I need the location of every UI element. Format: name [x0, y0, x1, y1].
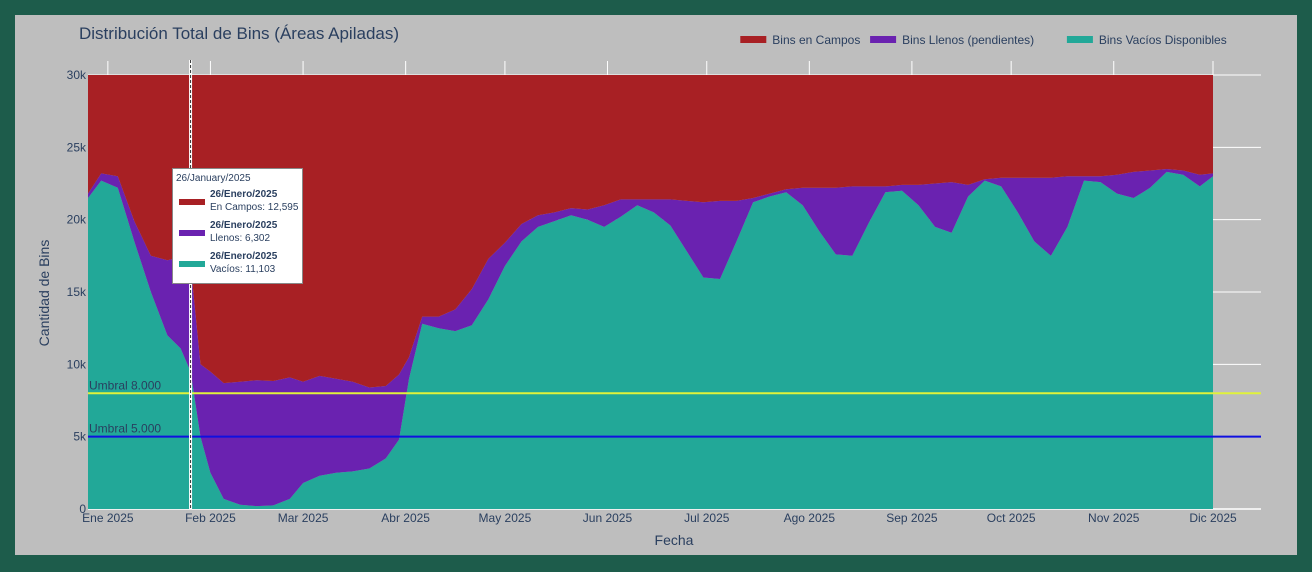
x-tick-label: Jun 2025 [583, 511, 633, 525]
legend-label-1: Bins Llenos (pendientes) [902, 33, 1034, 47]
y-tick-label: 25k [67, 140, 87, 154]
x-tick-label: Sep 2025 [886, 511, 938, 525]
x-tick-label: Oct 2025 [987, 511, 1036, 525]
threshold-label-0: Umbral 8.000 [89, 378, 161, 392]
area-series-1[interactable] [88, 169, 1213, 507]
x-tick-label: Mar 2025 [278, 511, 329, 525]
threshold-lines: Umbral 8.000 Umbral 5.000 [88, 378, 1261, 438]
x-tick-label: May 2025 [479, 511, 532, 525]
x-tick-label: Ene 2025 [82, 511, 134, 525]
chart-title: Distribución Total de Bins (Áreas Apilad… [79, 24, 399, 43]
tooltip-row-vacios: 26/Enero/2025 Vacíos: 11,103 [178, 251, 302, 279]
y-tick-label: 15k [67, 285, 87, 299]
tooltip-value-campos: En Campos: 12,595 [210, 202, 299, 213]
x-axis-ticks: Ene 2025 Feb 2025 Mar 2025 Abr 2025 May 2025… [82, 511, 1237, 525]
legend[interactable]: Bins en Campos Bins Llenos (pendientes) Bi… [740, 33, 1227, 47]
tooltip-row-campos: 26/Enero/2025 En Campos: 12,595 [178, 189, 302, 217]
y-axis-ticks: 0 5k 10k 15k 20k 25k 30k [67, 68, 87, 516]
x-tick-label: Abr 2025 [381, 511, 430, 525]
y-tick-label: 30k [67, 68, 87, 82]
stacked-area-chart[interactable]: Umbral 8.000 Umbral 5.000 0 5k 10k 15k 20k 25k… [15, 15, 1297, 555]
x-tick-label: Ago 2025 [784, 511, 836, 525]
hover-tooltip: 26/January/2025 26/Enero/2025 En Campos:… [172, 168, 303, 284]
x-tick-label: Nov 2025 [1088, 511, 1140, 525]
x-axis-title: Fecha [655, 532, 694, 548]
legend-swatch-1 [870, 36, 897, 43]
x-tick-label: Feb 2025 [185, 511, 236, 525]
y-axis-title: Cantidad de Bins [36, 240, 52, 347]
tooltip-header: 26/January/2025 [176, 173, 251, 184]
tooltip-value-llenos: Llenos: 6,302 [210, 233, 271, 244]
y-tick-label: 5k [73, 430, 87, 444]
threshold-label-1: Umbral 5.000 [89, 422, 161, 436]
area-series-0[interactable] [88, 171, 1213, 509]
y-tick-label: 0 [79, 502, 86, 516]
legend-swatch-0 [740, 36, 767, 43]
legend-swatch-2 [1066, 36, 1093, 43]
tooltip-swatch-llenos [179, 230, 205, 236]
tooltip-swatch-vacios [179, 261, 205, 267]
x-tick-label: Dic 2025 [1189, 511, 1237, 525]
tooltip-date: 26/Enero/2025 [210, 189, 278, 200]
tooltip-date: 26/Enero/2025 [210, 251, 278, 262]
tooltip-row-llenos: 26/Enero/2025 Llenos: 6,302 [178, 220, 302, 248]
stacked-areas[interactable] [88, 75, 1213, 509]
legend-label-0: Bins en Campos [772, 33, 860, 47]
legend-label-2: Bins Vacíos Disponibles [1099, 33, 1227, 47]
y-tick-label: 10k [67, 357, 87, 371]
y-tick-label: 20k [67, 213, 87, 227]
tooltip-date: 26/Enero/2025 [210, 220, 278, 231]
chart-panel: Umbral 8.000 Umbral 5.000 0 5k 10k 15k 20k 25k… [15, 15, 1297, 555]
area-series-2[interactable] [88, 75, 1213, 388]
tooltip-value-vacios: Vacíos: 11,103 [210, 264, 276, 275]
x-tick-label: Jul 2025 [684, 511, 730, 525]
tooltip-swatch-campos [179, 199, 205, 205]
